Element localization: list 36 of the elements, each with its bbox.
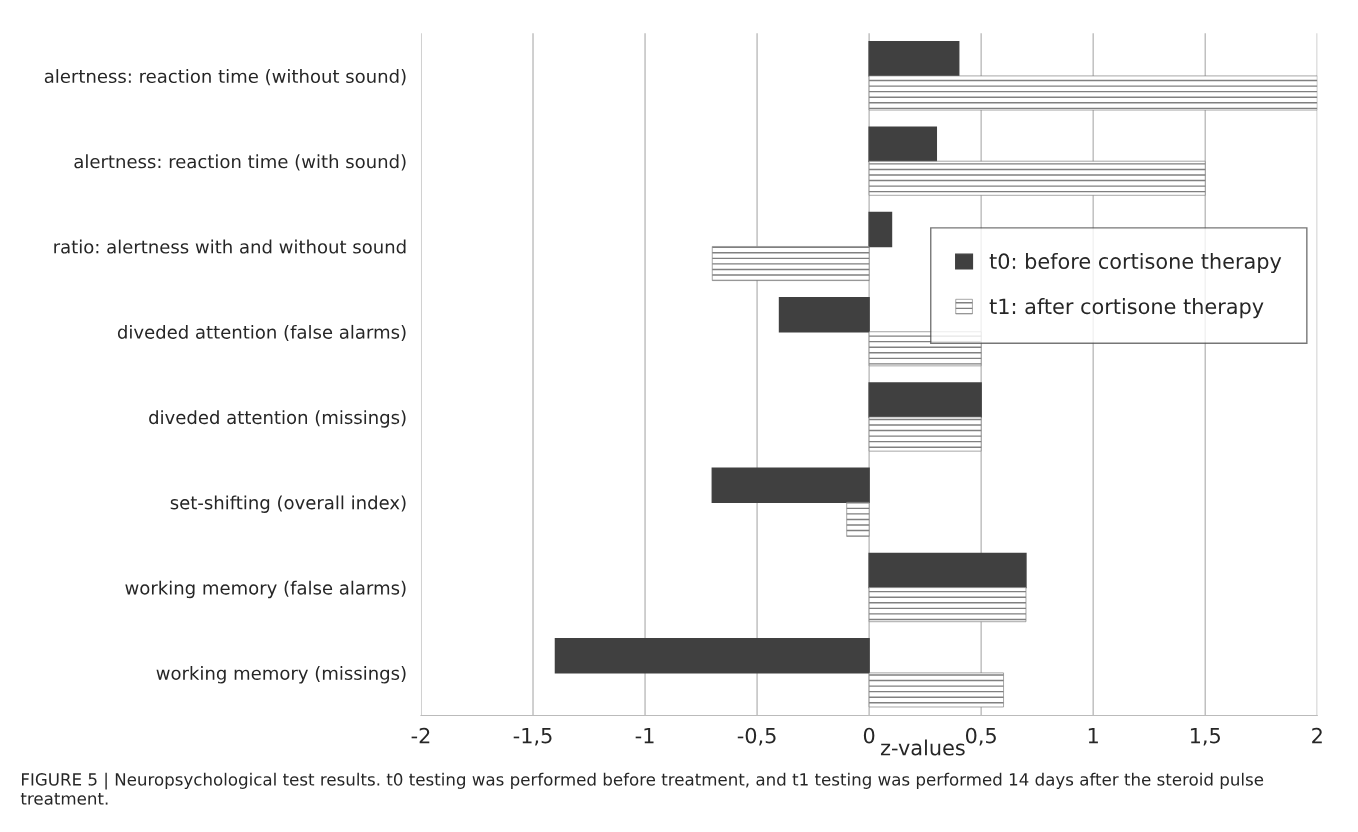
bar [868, 416, 982, 452]
bar [868, 41, 960, 77]
y-tick-label: diveded attention (false alarms) [117, 324, 406, 341]
caption: FIGURE 5 | Neuropsychological test results. t0 testing was performed before treatment, and t1 testing was performed 14 days after the steroid pulse treatment. [20, 772, 1264, 805]
x-axis-title: z-values [880, 739, 965, 756]
bar [711, 246, 870, 281]
x-tick-label: -1,5 [513, 727, 552, 746]
bar [868, 382, 982, 418]
y-tick-label: ratio: alertness with and without sound [54, 239, 406, 254]
bar [868, 587, 1027, 623]
x-tick-label: 1 [1088, 727, 1098, 744]
legend-label: t0: before cortisone therapy [989, 252, 1282, 274]
x-tick-label: -0,5 [737, 727, 776, 746]
x-tick-label: 2 [1312, 727, 1322, 744]
bar [846, 501, 870, 537]
bar [554, 638, 870, 674]
legend-label: t1: after cortisone therapy [989, 298, 1264, 319]
bar [868, 160, 1206, 196]
y-tick-label: working memory (false alarms) [125, 580, 406, 599]
x-tick-label: -1 [635, 727, 654, 744]
y-tick-label: alertness: reaction time (with sound) [74, 154, 406, 171]
bar [778, 296, 870, 333]
y-tick-label: alertness: reaction time (without sound) [44, 69, 406, 86]
bar [868, 211, 893, 248]
bar [868, 75, 1318, 111]
x-tick-label: 0 [863, 727, 875, 744]
bar [868, 672, 1004, 708]
x-tick-label: 0,5 [965, 727, 996, 746]
bar [868, 126, 938, 162]
y-tick-label: diveded attention (missings) [149, 410, 406, 428]
bar [868, 552, 1027, 589]
x-tick-label: -2 [411, 727, 430, 744]
y-tick-label: set-shifting (overall index) [170, 495, 406, 513]
x-tick-label: 1,5 [1190, 727, 1220, 746]
bar [711, 467, 870, 504]
y-tick-label: working memory (missings) [156, 666, 406, 684]
